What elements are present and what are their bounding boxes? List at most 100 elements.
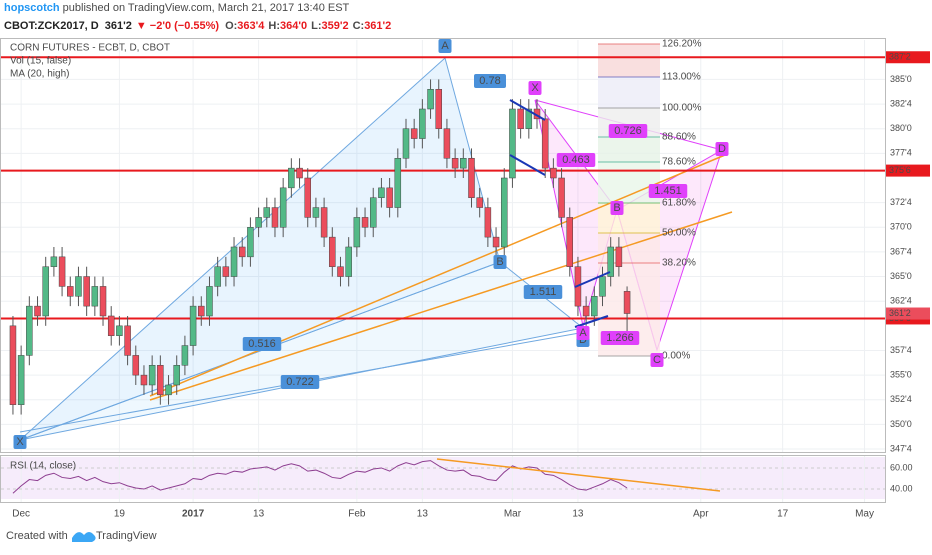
candle-body (615, 246, 623, 267)
candle-body (34, 305, 41, 317)
channel-line (574, 315, 609, 328)
candle-body (402, 128, 410, 159)
candle-body (353, 217, 361, 248)
candle-body (599, 276, 606, 297)
candle-body (582, 305, 590, 317)
y-tick-label: 370'0 (890, 222, 912, 232)
candle-body (378, 187, 385, 198)
pattern-label: 0.516 (248, 338, 276, 350)
price-tag-label: 387'2 (889, 52, 911, 62)
h-value: 364'0 (280, 20, 307, 32)
candle-body (67, 286, 74, 297)
l-value: 359'2 (321, 20, 348, 32)
candle-body (83, 276, 90, 307)
pattern-label: 0.463 (562, 154, 590, 166)
candle-body (75, 276, 82, 297)
candle-body (443, 128, 451, 159)
x-tick-label: Dec (12, 509, 30, 520)
candle-body (566, 217, 574, 267)
y-tick-label: 372'4 (890, 197, 912, 207)
candle-body (460, 158, 467, 169)
y-tick-label: 60.00 (890, 462, 913, 472)
user[interactable]: hopscotch (4, 2, 60, 14)
candle-body (9, 325, 17, 405)
candle-body (116, 325, 123, 336)
y-tick-label: 40.00 (890, 483, 913, 493)
pattern-box (576, 326, 590, 340)
candle-body (451, 158, 459, 169)
fib-label: 78.60% (662, 157, 696, 168)
candle-body (386, 187, 393, 208)
candle-body (558, 177, 565, 218)
candle-body (591, 296, 598, 317)
candle-body (132, 355, 140, 376)
candle-body (525, 108, 533, 129)
pane-title: CORN FUTURES - ECBT, D, CBOT (10, 43, 170, 54)
candle-body (484, 207, 492, 238)
y-tick-label: 352'4 (890, 394, 912, 404)
x-tick-label: Feb (348, 509, 366, 520)
pattern-label: 1.511 (530, 286, 557, 298)
candle-body (271, 207, 279, 228)
symbol: CBOT:ZCK2017, D (4, 20, 99, 32)
candle-body (550, 167, 557, 179)
fib-label: 88.60% (662, 132, 696, 143)
fib-zone (598, 44, 660, 77)
candle-body (255, 217, 262, 228)
x-tick-label: 13 (417, 509, 429, 520)
fib-label: 100.00% (662, 103, 702, 114)
pattern-label: B (613, 202, 620, 214)
pattern-box (523, 285, 563, 299)
candle-body (304, 177, 311, 218)
pattern-box (242, 337, 282, 351)
pattern-box (474, 74, 506, 88)
candle-body (124, 325, 131, 356)
candle-body (541, 118, 549, 169)
fib-label: 61.80% (662, 198, 696, 209)
pattern-box (608, 124, 648, 138)
o-value: 363'4 (237, 20, 265, 32)
candle-body (509, 108, 516, 179)
indicator-label: MA (20, high) (10, 69, 69, 80)
candle-body (99, 286, 107, 317)
x-tick-label: Apr (693, 509, 709, 520)
y-tick-label: 357'4 (890, 345, 912, 355)
candle-body (181, 345, 189, 366)
candle-body (148, 365, 156, 386)
candle-body (492, 236, 500, 248)
c-label: C: (353, 20, 365, 32)
x-tick-label: 2017 (182, 509, 205, 520)
rsi-title: RSI (14, close) (10, 461, 76, 472)
pattern-label: A (579, 327, 587, 339)
candle-body (345, 246, 352, 277)
candle-body (279, 187, 287, 228)
price-tag (886, 51, 930, 64)
candle-body (173, 365, 180, 386)
channel-line (574, 271, 611, 288)
fib-label: 126.20% (662, 39, 702, 50)
h-label: H: (268, 20, 280, 32)
y-tick-label: 382'4 (890, 98, 912, 108)
y-tick-label: 347'4 (890, 443, 912, 453)
y-tick-label: 365'0 (890, 271, 912, 281)
candle-body (320, 207, 328, 238)
candle-body (329, 236, 336, 267)
candle-body (296, 167, 303, 179)
candle-body (198, 305, 205, 317)
candle-body (500, 177, 508, 248)
footer-created: Created with (6, 530, 68, 542)
candle-body (419, 108, 426, 139)
candle-body (312, 207, 320, 218)
candle-body (42, 266, 49, 317)
pattern-label: A (441, 40, 449, 52)
y-tick-label: 355'0 (890, 369, 912, 379)
pattern-box (13, 435, 27, 449)
candle-body (230, 246, 238, 277)
trend-line (149, 154, 726, 397)
l-label: L: (311, 20, 321, 32)
candle-body (140, 374, 148, 386)
candle-body (468, 158, 475, 198)
candle-body (107, 315, 115, 336)
footer-brand[interactable]: TradingView (96, 530, 157, 542)
